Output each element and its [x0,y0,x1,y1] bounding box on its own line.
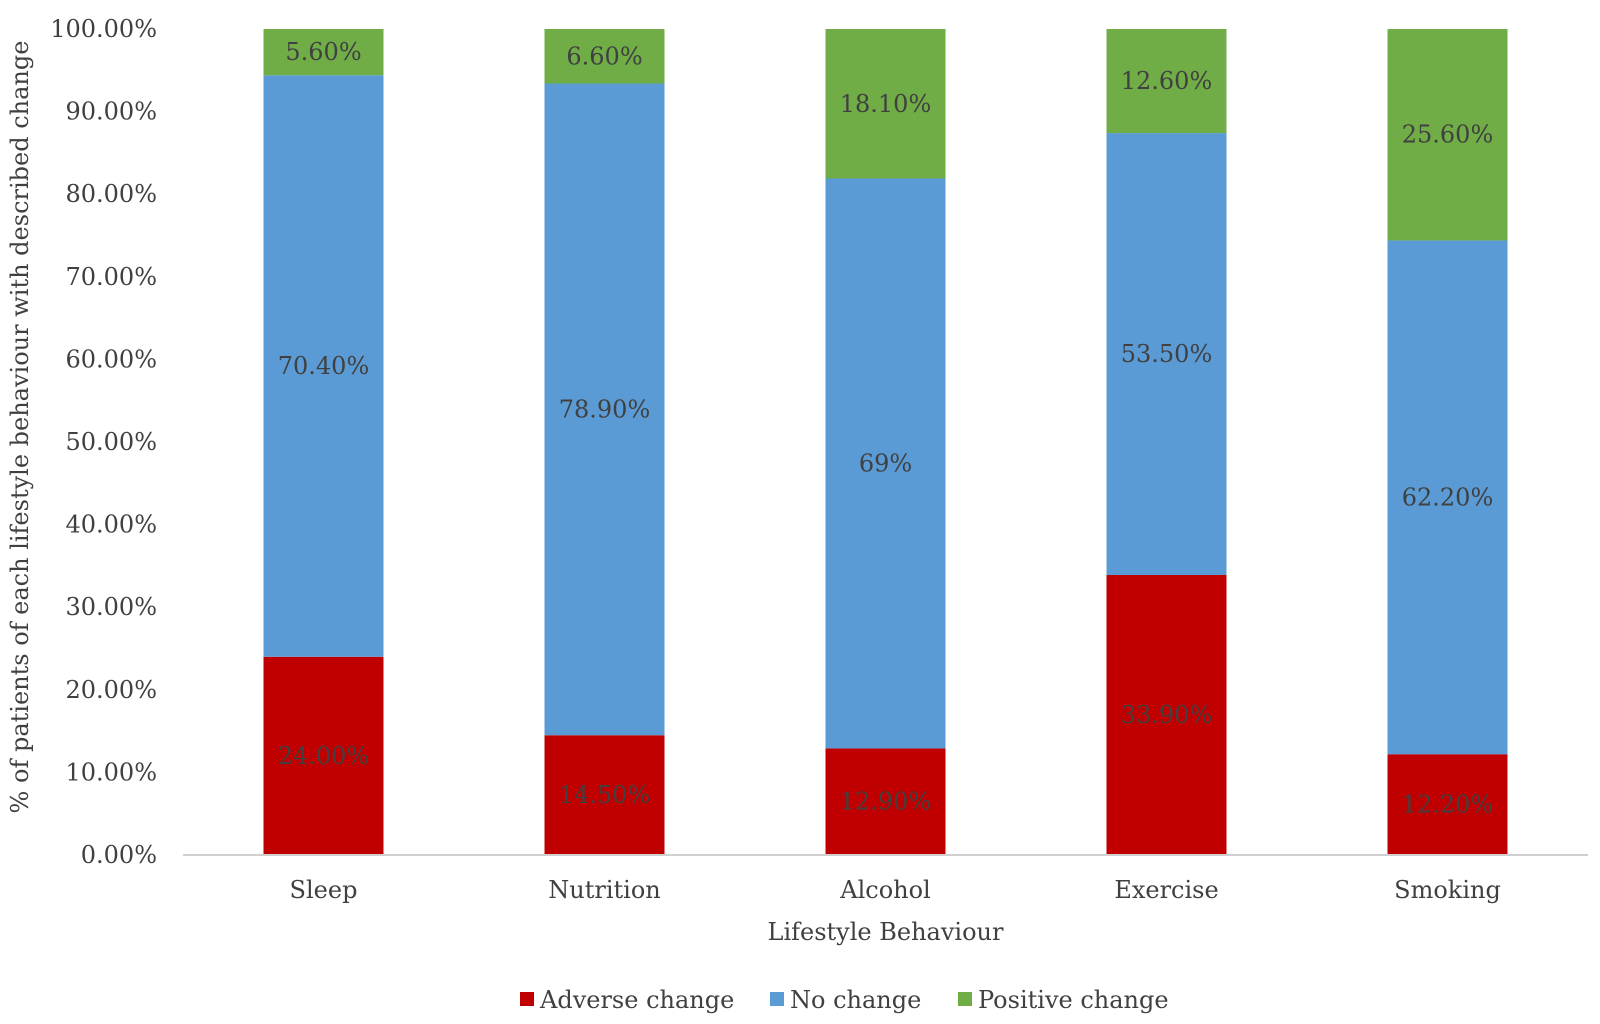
bar-no-change-sleep [263,75,384,657]
bar-positive-change-nutrition [544,29,665,84]
data-label: 12.90% [840,788,932,816]
legend-label: Adverse change [539,986,734,1014]
data-label: 69% [859,449,912,477]
bar-no-change-smoking [1387,240,1508,755]
data-label: 5.60% [285,38,361,66]
y-tick-label: 80.00% [65,180,157,208]
bar-adverse-change-nutrition [544,735,665,855]
y-axis-title: % of patients of each lifestyle behaviou… [6,41,34,814]
x-category-label: Smoking [1394,876,1501,904]
x-axis-categories: Sleep Nutrition Alcohol Exercise Smoking [290,876,1501,904]
data-label: 24.00% [278,742,370,770]
x-category-label: Alcohol [839,876,930,904]
x-category-label: Nutrition [548,876,660,904]
y-tick-label: 10.00% [65,758,157,786]
x-category-label: Sleep [290,876,358,904]
data-label: 12.60% [1121,67,1213,95]
data-label: 33.90% [1121,701,1213,729]
legend-label: Positive change [978,986,1169,1014]
data-label: 12.20% [1402,791,1494,819]
bar-no-change-exercise [1106,133,1227,575]
bars [263,29,1508,855]
legend-swatch [958,992,972,1006]
y-axis-ticks: 0.00% 10.00% 20.00% 30.00% 40.00% 50.00% 60.00… [50,15,157,869]
bar-adverse-change-smoking [1387,754,1508,855]
bar-positive-change-exercise [1106,29,1227,134]
y-tick-label: 40.00% [65,511,157,539]
data-label: 53.50% [1121,340,1213,368]
bar-adverse-change-alcohol [825,748,946,855]
bar-no-change-alcohol [825,178,946,749]
data-label: 6.60% [566,42,642,70]
y-tick-label: 100.00% [50,15,157,43]
y-tick-label: 20.00% [65,676,157,704]
bar-positive-change-sleep [263,29,384,76]
data-label: 14.50% [559,781,651,809]
data-label: 70.40% [278,352,370,380]
data-labels: 24.00% 70.40% 5.60% 14.50% 78.90% 6.60% 12.90%… [278,38,1494,818]
x-category-label: Exercise [1114,876,1218,904]
legend-swatch [770,992,784,1006]
y-tick-label: 0.00% [81,841,157,869]
x-axis-title: Lifestyle Behaviour [768,918,1004,946]
data-label: 62.20% [1402,483,1494,511]
legend-swatch [520,992,534,1006]
y-tick-label: 90.00% [65,98,157,126]
bar-no-change-nutrition [544,83,665,736]
legend-label: No change [790,986,921,1014]
legend: Adverse change No change Positive change [520,986,1169,1014]
y-tick-label: 50.00% [65,428,157,456]
bar-adverse-change-exercise [1106,574,1227,855]
bar-positive-change-smoking [1387,29,1508,241]
bar-positive-change-alcohol [825,29,946,179]
y-tick-label: 70.00% [65,263,157,291]
data-label: 18.10% [840,90,932,118]
bar-adverse-change-sleep [263,656,384,855]
data-label: 78.90% [559,395,651,423]
y-tick-label: 60.00% [65,345,157,373]
data-label: 25.60% [1402,121,1494,149]
y-tick-label: 30.00% [65,593,157,621]
